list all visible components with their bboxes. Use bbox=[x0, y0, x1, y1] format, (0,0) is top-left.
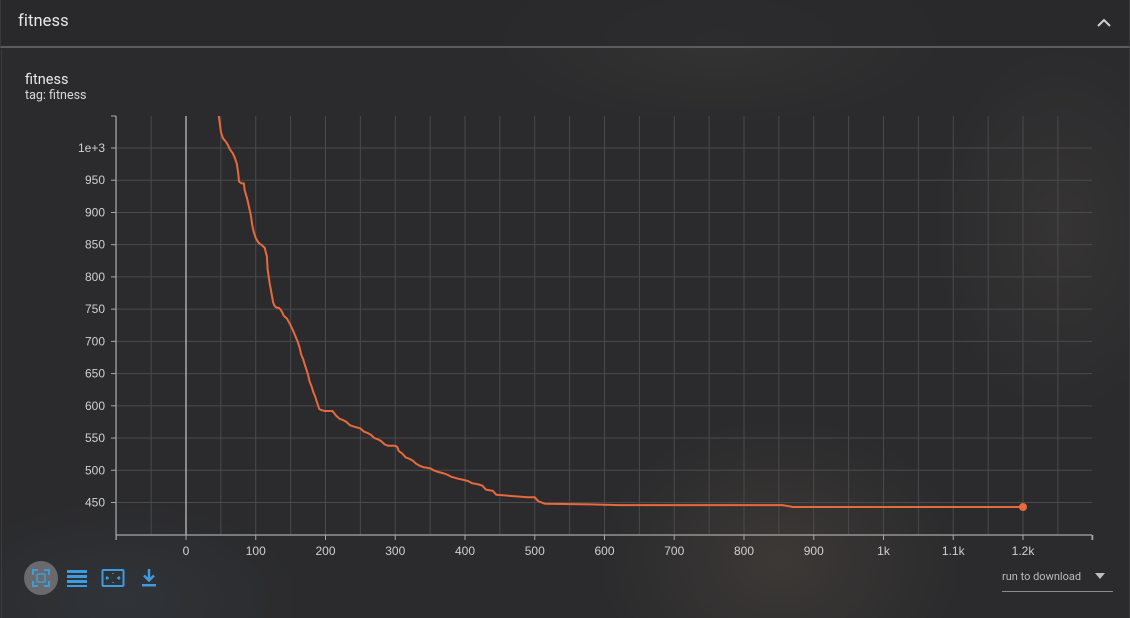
last-point-marker bbox=[1019, 503, 1027, 512]
run-to-download-select[interactable]: run to download bbox=[1002, 566, 1113, 592]
chart-grid bbox=[115, 116, 1092, 535]
chart-series bbox=[217, 115, 1027, 512]
download-button[interactable] bbox=[132, 561, 166, 595]
chart-tag: tag: fitness bbox=[25, 88, 87, 103]
caret-down-icon bbox=[1095, 573, 1105, 579]
y-tick-label: 750 bbox=[85, 302, 105, 316]
lines-icon bbox=[67, 570, 87, 587]
y-tick-label: 650 bbox=[85, 367, 105, 381]
y-tick-label: 1e+3 bbox=[78, 141, 105, 155]
fitness-line-chart[interactable]: 450 500 550 600 650 700 750 800 850 900 950 1e+3 0 10… bbox=[0, 0, 1130, 560]
y-tick-label: 450 bbox=[85, 496, 105, 510]
toggle-log-scale-button[interactable] bbox=[60, 561, 94, 595]
download-icon bbox=[142, 569, 156, 587]
y-tick-label: 850 bbox=[85, 238, 105, 252]
y-tick-label: 950 bbox=[85, 173, 105, 187]
y-tick-label: 550 bbox=[85, 431, 105, 445]
x-tick-label: 100 bbox=[246, 544, 266, 558]
x-tick-label: 600 bbox=[594, 544, 614, 558]
fit-screen-icon bbox=[32, 569, 50, 587]
chart-title: fitness bbox=[25, 71, 69, 88]
section-header[interactable]: fitness bbox=[0, 0, 1130, 48]
series-line-fitness bbox=[217, 115, 1023, 508]
chart-axes: 450 500 550 600 650 700 750 800 850 900 950 1e+3 0 10… bbox=[78, 115, 1094, 558]
x-tick-label: 1k bbox=[877, 544, 891, 558]
expand-icon bbox=[101, 569, 125, 587]
chevron-up-icon bbox=[1097, 18, 1111, 27]
x-tick-label: 700 bbox=[664, 544, 684, 558]
y-tick-label: 600 bbox=[85, 399, 105, 413]
x-tick-label: 0 bbox=[183, 544, 190, 558]
x-tick-label: 400 bbox=[455, 544, 475, 558]
y-tick-label: 700 bbox=[85, 334, 105, 348]
x-tick-label: 500 bbox=[525, 544, 545, 558]
x-tick-label: 1.1k bbox=[942, 544, 966, 558]
section-title: fitness bbox=[18, 12, 69, 31]
collapse-button[interactable] bbox=[1091, 10, 1117, 36]
x-tick-label: 300 bbox=[385, 544, 405, 558]
y-tick-label: 900 bbox=[85, 205, 105, 219]
run-select-label: run to download bbox=[1002, 570, 1082, 583]
x-tick-label: 1.2k bbox=[1012, 544, 1036, 558]
fit-to-data-button[interactable] bbox=[24, 561, 58, 595]
y-tick-label: 800 bbox=[85, 270, 105, 284]
x-tick-label: 200 bbox=[315, 544, 335, 558]
zoom-reset-button[interactable] bbox=[96, 561, 130, 595]
x-tick-label: 900 bbox=[804, 544, 824, 558]
y-tick-label: 500 bbox=[85, 463, 105, 477]
chart-toolbar bbox=[24, 561, 168, 595]
x-tick-label: 800 bbox=[734, 544, 754, 558]
